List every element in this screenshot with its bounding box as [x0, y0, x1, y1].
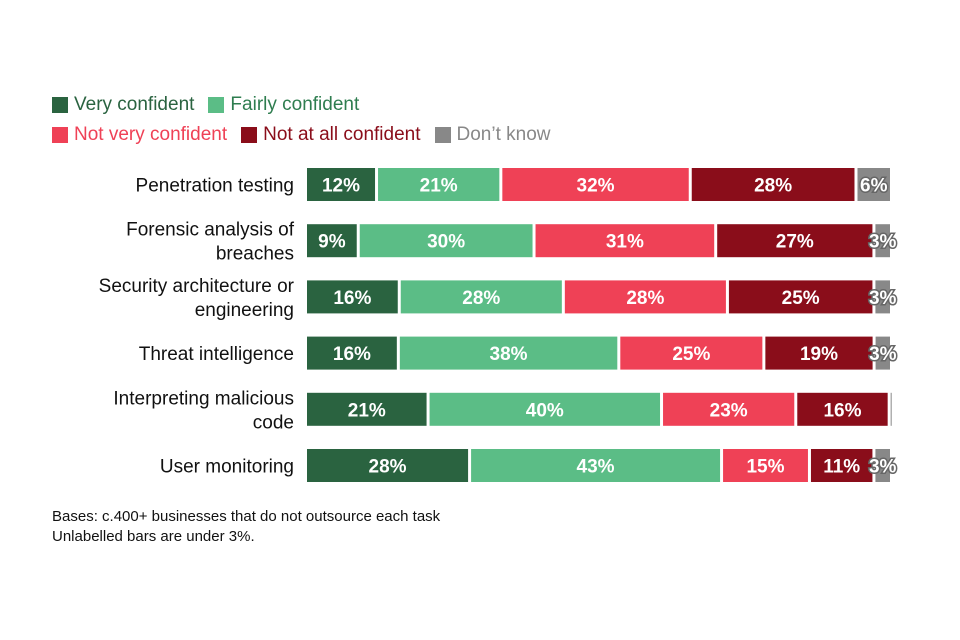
- data-label: 28%: [369, 457, 407, 478]
- legend-item-not-at-all-confident: Not at all confident: [241, 124, 421, 146]
- bar-segment: [564, 280, 726, 314]
- bar-segment: [429, 392, 661, 426]
- legend-label-not-very-confident: Not very confident: [74, 124, 228, 145]
- legend-swatch-not-at-all-confident: [241, 127, 258, 143]
- bar-segment: [307, 336, 397, 370]
- bar-segment: [535, 224, 715, 258]
- data-label: 3%: [869, 232, 897, 253]
- bar-segment: [723, 449, 808, 482]
- data-label: 15%: [746, 457, 784, 478]
- data-label: 16%: [333, 344, 371, 365]
- data-label: 3%: [869, 457, 897, 478]
- bar-segment: [620, 336, 763, 370]
- data-label: 16%: [823, 400, 861, 421]
- legend-swatch-fairly-confident: [208, 97, 225, 113]
- category-label: code: [253, 412, 294, 433]
- data-label: 27%: [776, 232, 814, 253]
- category-label: breaches: [216, 244, 294, 265]
- bar-segment: [307, 280, 398, 314]
- note-unlabelled: Unlabelled bars are under 3%.: [52, 528, 255, 545]
- legend-item-fairly-confident: Fairly confident: [208, 94, 359, 116]
- bar-segment: [875, 224, 890, 258]
- data-label: 28%: [626, 288, 664, 309]
- data-label: 16%: [333, 288, 371, 309]
- bar-segment: [307, 224, 357, 258]
- legend-label-fairly-confident: Fairly confident: [230, 94, 360, 115]
- bar-segment: [691, 168, 855, 201]
- bar-segment: [857, 168, 890, 201]
- legend-row-2: Not very confident Not at all confident …: [52, 120, 652, 150]
- bar-segment: [307, 168, 376, 201]
- legend: Very confident Fairly confident Not very…: [52, 90, 652, 150]
- data-label: 38%: [490, 344, 528, 365]
- category-label: Threat intelligence: [139, 344, 294, 365]
- legend-label-very-confident: Very confident: [74, 94, 195, 115]
- data-label: 32%: [577, 176, 615, 197]
- bar-segment: [663, 392, 795, 426]
- category-label: Interpreting malicious: [113, 388, 294, 409]
- category-label: engineering: [195, 300, 294, 321]
- data-label: 19%: [800, 344, 838, 365]
- bar-segment: [400, 280, 562, 314]
- data-label: 43%: [577, 457, 615, 478]
- data-label: 21%: [348, 400, 386, 421]
- category-label: Penetration testing: [136, 176, 294, 197]
- legend-item-not-very-confident: Not very confident: [52, 124, 227, 146]
- data-label: 31%: [606, 232, 644, 253]
- category-label: Security architecture or: [99, 276, 295, 297]
- category-label: Forensic analysis of: [126, 220, 295, 241]
- bar-segment: [471, 449, 721, 482]
- legend-row-1: Very confident Fairly confident: [52, 90, 652, 120]
- bar-segment: [875, 280, 890, 314]
- data-label: 3%: [869, 288, 897, 309]
- data-label: 3%: [869, 344, 897, 365]
- bar-segment: [307, 392, 427, 426]
- data-label: 12%: [322, 176, 360, 197]
- data-label: 11%: [823, 457, 860, 478]
- bar-segment: [765, 336, 873, 370]
- legend-label-not-at-all-confident: Not at all confident: [263, 124, 421, 145]
- note-bases: Bases: c.400+ businesses that do not out…: [52, 508, 441, 525]
- legend-swatch-dont-know: [434, 127, 451, 143]
- data-label: 25%: [672, 344, 710, 365]
- bar-segment: [797, 392, 888, 426]
- legend-item-dont-know: Don’t know: [434, 124, 551, 146]
- data-label: 6%: [860, 176, 888, 197]
- bar-segment: [502, 168, 689, 201]
- bar-segment: [399, 336, 618, 370]
- bar-segment: [359, 224, 533, 258]
- category-label: User monitoring: [160, 457, 294, 478]
- bar-segment: [717, 224, 873, 258]
- bar-segment: [890, 392, 892, 426]
- bar-segment: [378, 168, 500, 201]
- data-label: 9%: [318, 232, 346, 253]
- legend-item-very-confident: Very confident: [52, 94, 194, 116]
- legend-label-dont-know: Don’t know: [456, 124, 551, 145]
- data-label: 21%: [420, 176, 458, 197]
- data-label: 28%: [462, 288, 500, 309]
- bar-segment: [810, 449, 873, 482]
- bar-segment: [728, 280, 873, 314]
- bar-segment: [875, 449, 890, 482]
- data-label: 30%: [427, 232, 465, 253]
- data-label: 28%: [754, 176, 792, 197]
- data-label: 40%: [526, 400, 564, 421]
- data-label: 23%: [710, 400, 748, 421]
- legend-swatch-very-confident: [52, 97, 68, 113]
- legend-swatch-not-very-confident: [52, 127, 68, 143]
- data-label: 25%: [782, 288, 820, 309]
- bar-segment: [875, 336, 890, 370]
- bar-segment: [307, 449, 469, 482]
